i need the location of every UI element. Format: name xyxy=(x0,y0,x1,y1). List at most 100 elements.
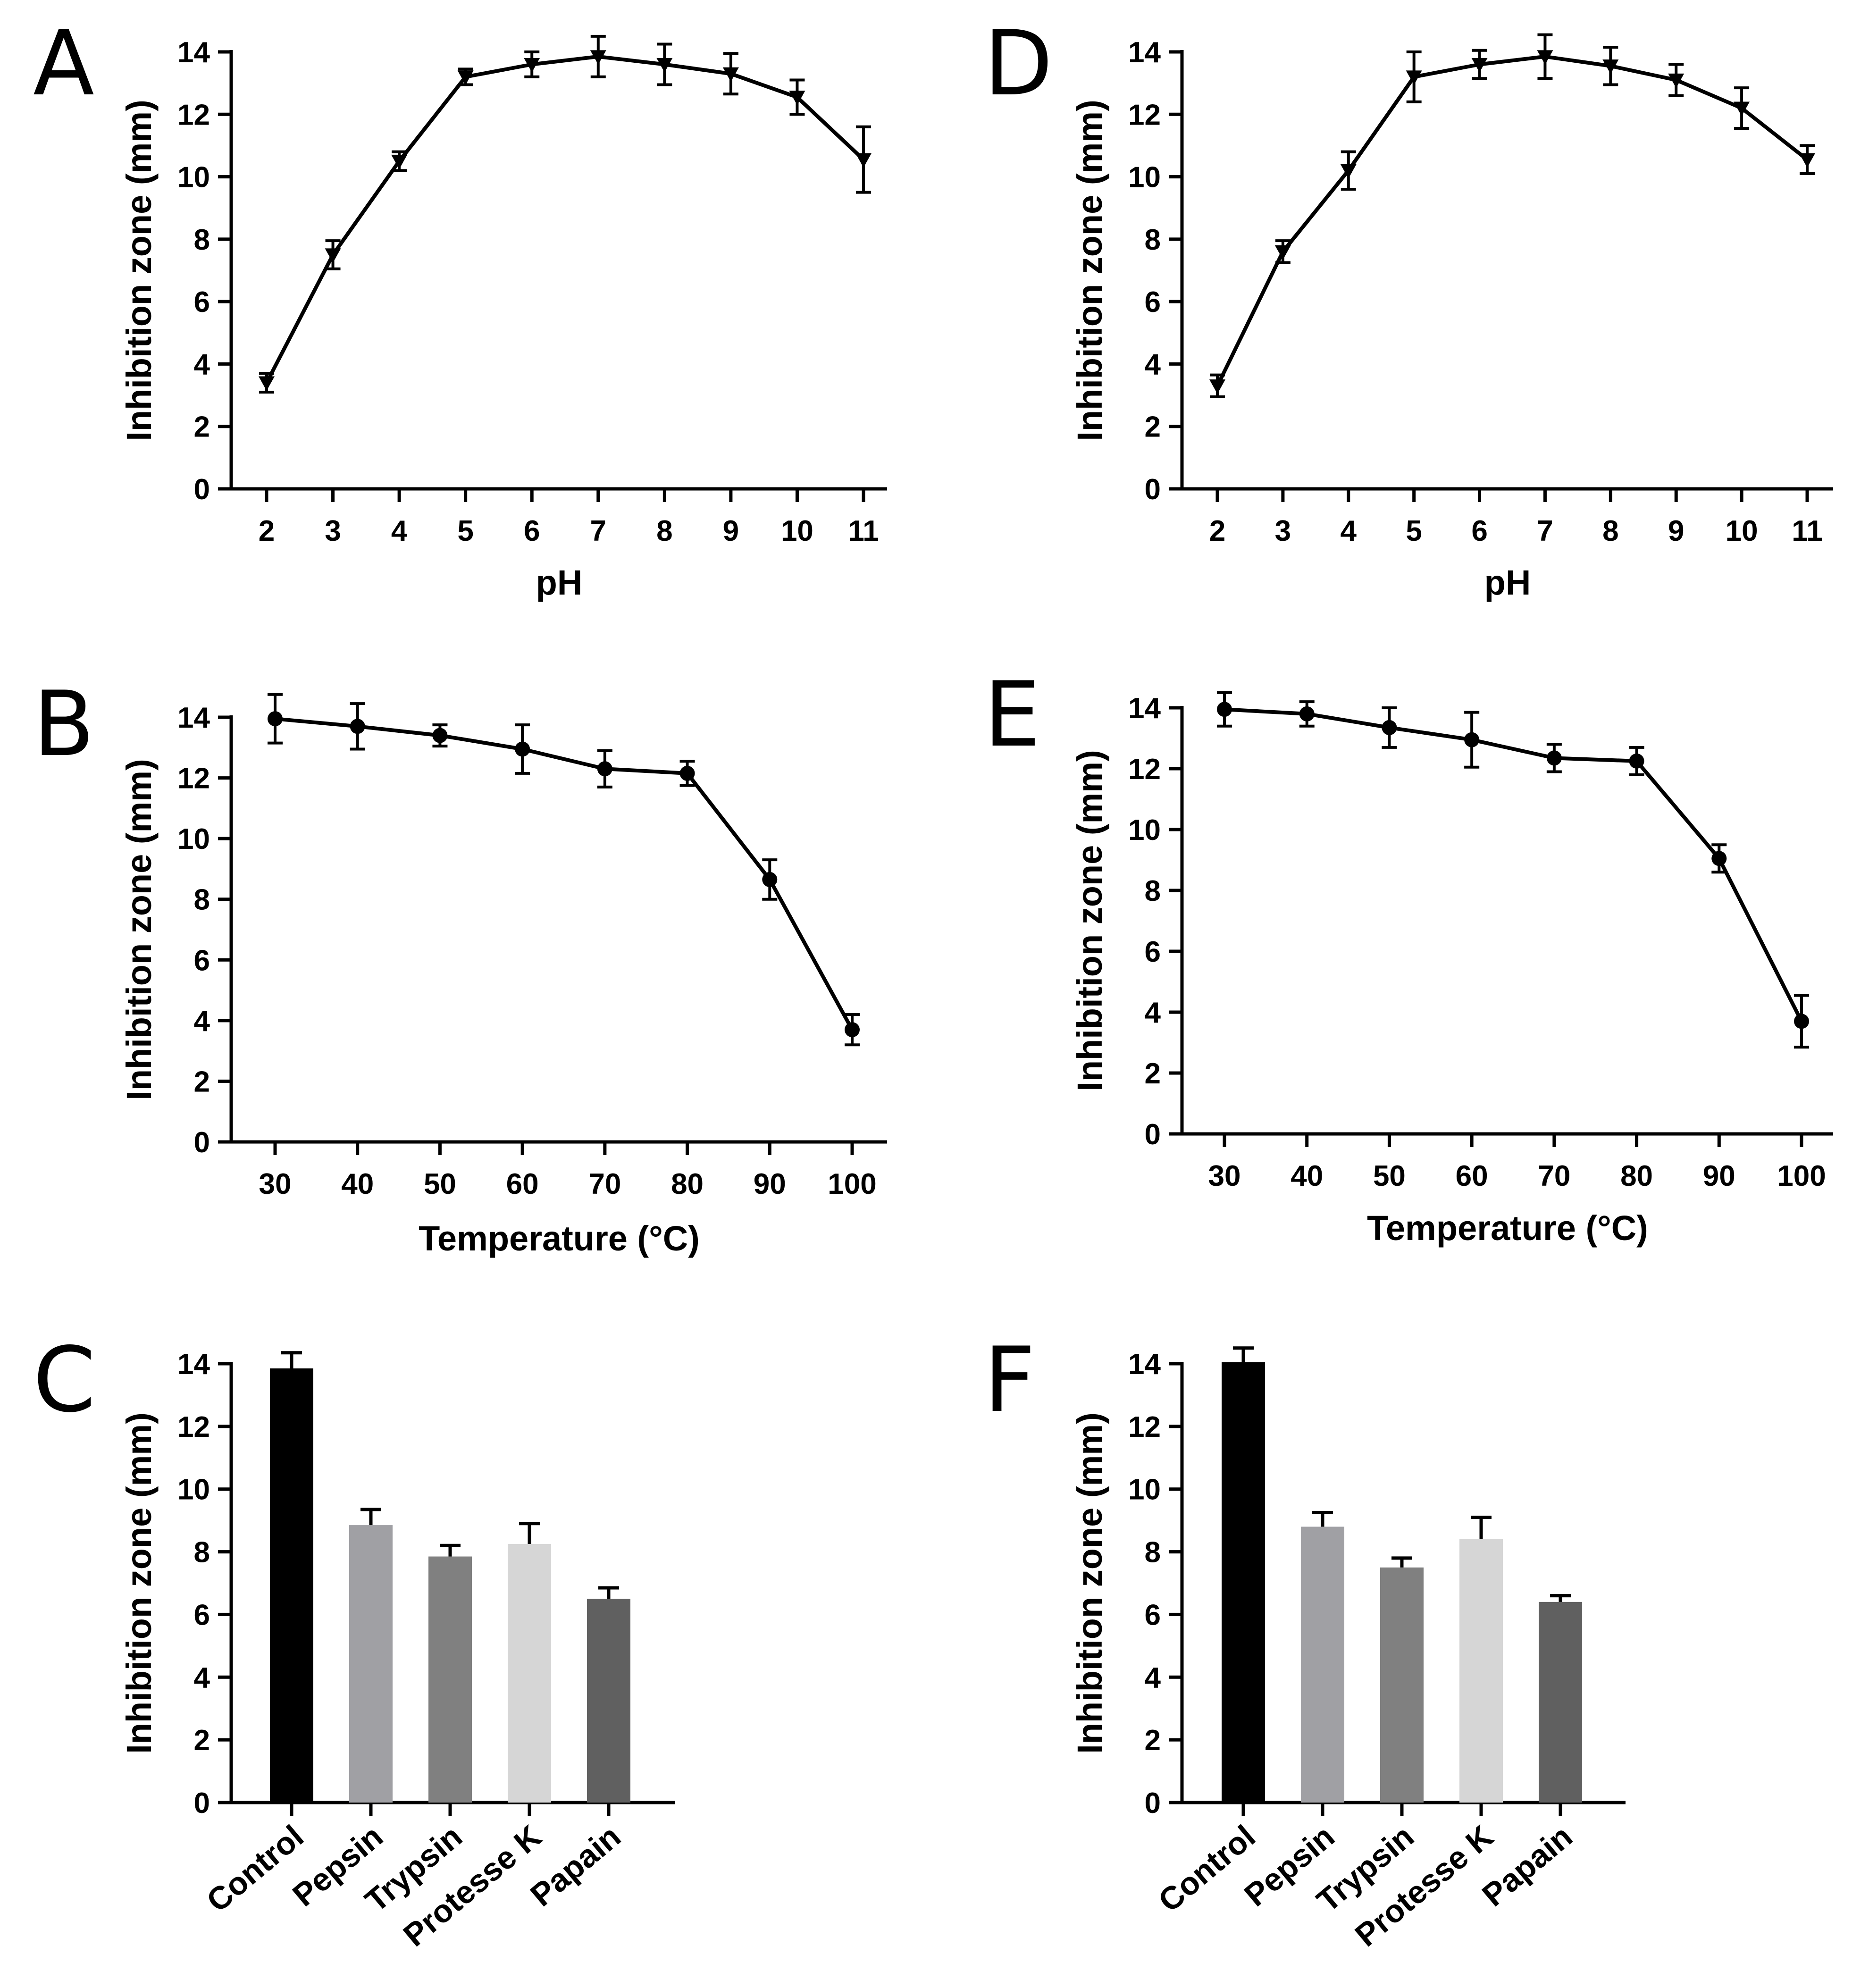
error-bar xyxy=(1233,1346,1254,1362)
x-tick-label: 2 xyxy=(1209,515,1225,547)
y-tick-label: 6 xyxy=(194,286,210,319)
panel-b: B 0 2 4 6 8 10 12 14 Inhibition zone (mm) 30 40 50 60… xyxy=(33,672,887,1258)
panel-letter: D xyxy=(984,11,1053,116)
x-tick-label: 90 xyxy=(1703,1160,1735,1192)
y-axis-title: Inhibition zone (mm) xyxy=(119,759,159,1100)
y-tick-label: 10 xyxy=(1128,1474,1161,1506)
y-tick-label: 2 xyxy=(194,411,210,444)
y-tick-label: 10 xyxy=(177,161,210,194)
x-tick-label: 6 xyxy=(524,515,540,547)
x-tick-label: 5 xyxy=(457,515,473,547)
bar xyxy=(1380,1567,1424,1803)
error-bar xyxy=(1312,1511,1333,1527)
bar xyxy=(1539,1602,1582,1803)
x-tick-label: 3 xyxy=(1275,515,1291,547)
y-tick-label: 4 xyxy=(194,1661,210,1694)
y-tick-label: 10 xyxy=(1128,814,1161,847)
y-tick-label: 14 xyxy=(1128,1348,1161,1381)
data-point xyxy=(457,70,474,85)
y-tick-label: 14 xyxy=(1128,692,1161,725)
data-point xyxy=(855,153,872,168)
x-tick-label: 6 xyxy=(1471,515,1487,547)
data-point xyxy=(1668,73,1685,88)
y-tick-label: 12 xyxy=(1128,99,1161,131)
x-tick-label: 60 xyxy=(1456,1160,1488,1192)
y-tick-label: 12 xyxy=(177,763,210,795)
x-tick-label: 10 xyxy=(1726,515,1758,547)
y-tick-label: 10 xyxy=(1128,161,1161,194)
data-point xyxy=(1734,101,1750,117)
data-point xyxy=(1799,153,1815,168)
x-tick-label: 4 xyxy=(391,515,408,547)
series-line xyxy=(275,717,854,1031)
x-tick-label: 30 xyxy=(259,1168,292,1200)
series-line xyxy=(265,54,865,384)
panel-letter: E xyxy=(984,663,1040,767)
x-tick-label: 11 xyxy=(848,515,879,547)
y-tick-label: 8 xyxy=(1145,1536,1161,1569)
error-bar xyxy=(1471,1516,1492,1539)
x-tick-label: 5 xyxy=(1406,515,1422,547)
x-axis-title: Temperature (°C) xyxy=(419,1219,700,1258)
x-tick-label: 3 xyxy=(325,515,341,547)
bar xyxy=(1301,1527,1344,1803)
y-tick-label: 12 xyxy=(1128,753,1161,786)
data-point xyxy=(656,58,673,73)
data-point xyxy=(391,154,408,169)
x-tick-label: 40 xyxy=(1291,1160,1323,1192)
x-tick-label: 9 xyxy=(723,515,739,547)
data-point xyxy=(1340,164,1357,179)
error-bar xyxy=(1391,1556,1412,1568)
data-point xyxy=(590,50,606,65)
data-point xyxy=(350,719,365,734)
y-tick-label: 8 xyxy=(1145,224,1161,256)
error-bar xyxy=(1550,1594,1571,1602)
x-tick-label: 100 xyxy=(828,1168,876,1200)
bar xyxy=(1222,1362,1265,1803)
y-tick-label: 6 xyxy=(194,1599,210,1631)
data-point xyxy=(597,761,612,777)
panel-a: A 0 2 4 6 8 10 12 14 Inhibition zone (mm) 2 3 4 5 6 7 8 9… xyxy=(33,11,887,602)
y-tick-label: 8 xyxy=(194,1536,210,1569)
y-tick-label: 0 xyxy=(1145,1118,1161,1151)
data-point xyxy=(1217,702,1232,717)
y-tick-label: 2 xyxy=(1145,1057,1161,1090)
y-tick-label: 6 xyxy=(194,944,210,977)
series-line xyxy=(1224,707,1803,1023)
y-tick-label: 0 xyxy=(194,1787,210,1820)
y-tick-label: 2 xyxy=(194,1724,210,1757)
data-point xyxy=(1629,753,1644,769)
panel-letter: A xyxy=(33,11,94,116)
x-axis-title: Temperature (°C) xyxy=(1367,1208,1648,1248)
panel-d: D 0 2 4 6 8 10 12 14 Inhibition zone (mm) 2 3 4 5 6 7 8 9… xyxy=(984,11,1833,602)
bar xyxy=(270,1368,313,1803)
x-axis-title: pH xyxy=(536,563,583,602)
y-tick-label: 4 xyxy=(1145,348,1161,381)
y-tick-label: 14 xyxy=(177,36,210,69)
data-point xyxy=(268,711,283,727)
panel-letter: B xyxy=(33,672,94,776)
x-tick-label: 60 xyxy=(506,1168,539,1200)
x-axis-title: pH xyxy=(1484,563,1531,602)
y-tick-label: 2 xyxy=(1145,411,1161,444)
data-point xyxy=(259,376,275,391)
data-point xyxy=(1711,851,1727,866)
x-tick-label: 50 xyxy=(424,1168,456,1200)
data-point xyxy=(1406,70,1422,85)
y-axis-title: Inhibition zone (mm) xyxy=(1070,100,1109,441)
x-tick-label: 90 xyxy=(754,1168,786,1200)
y-tick-label: 2 xyxy=(1145,1724,1161,1757)
x-tick-label: 9 xyxy=(1668,515,1684,547)
y-tick-label: 12 xyxy=(1128,1411,1161,1443)
x-tick-label: 11 xyxy=(1792,515,1823,547)
x-tick-label: 100 xyxy=(1777,1160,1826,1192)
bar xyxy=(587,1599,630,1803)
error-bar xyxy=(598,1586,619,1599)
x-tick-label: 70 xyxy=(588,1168,621,1200)
data-point xyxy=(845,1022,860,1038)
x-tick-label: 4 xyxy=(1341,515,1357,547)
y-tick-label: 10 xyxy=(177,1474,210,1506)
y-tick-label: 0 xyxy=(1145,1787,1161,1820)
y-tick-label: 0 xyxy=(194,473,210,506)
